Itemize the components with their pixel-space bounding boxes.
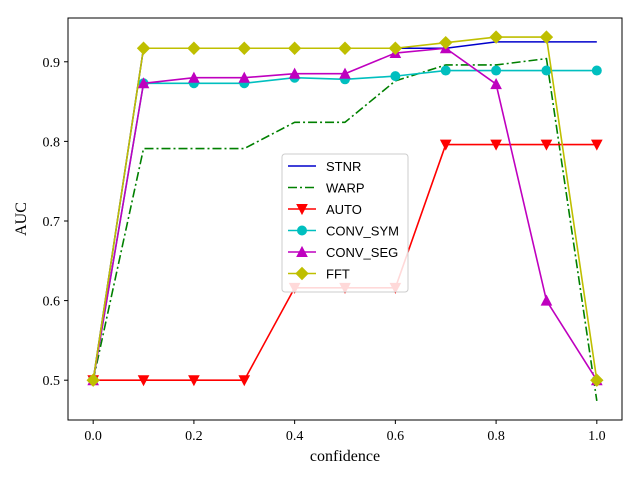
legend-item-conv-seg: CONV_SEG [288,245,398,260]
legend: STNR WARP AUTO CONV_SYM CONV_SEG FFT [281,153,409,293]
legend-label: STNR [326,159,361,174]
x-tick-label: 0.0 [84,429,102,444]
legend-label: WARP [326,181,365,196]
data-point-auto [490,139,502,151]
legend-item-warp: WARP [288,181,365,196]
data-point-auto [590,139,603,151]
plot-frame [67,17,623,421]
y-tick-label: 0.6 [43,295,61,310]
legend-label: CONV_SEG [326,245,398,260]
x-tick-label: 0.2 [185,429,203,444]
series-fft [86,30,604,387]
legend-item-stnr: STNR [288,159,361,174]
legend-box [281,153,409,293]
data-point-conv-seg [540,294,553,306]
x-tick-label: 1.0 [588,429,606,444]
data-point-conv-seg [238,71,251,83]
data-point-auto [238,375,251,387]
legend-item-fft: FFT [288,267,350,282]
data-point-fft [136,41,151,55]
y-tick-label: 0.8 [43,135,61,150]
data-point-fft [439,35,453,50]
legend-label: AUTO [326,202,362,217]
x-tick-label: 0.6 [387,429,405,444]
data-point-fft [388,41,403,55]
legend-marker [296,245,308,257]
legend-item-conv-sym: CONV_SYM [288,224,399,239]
x-tick-label: 0.8 [487,429,505,444]
legend-marker [296,204,308,216]
y-tick-label: 0.7 [43,215,61,230]
x-tick-label: 0.4 [286,429,304,444]
data-point-fft [287,41,302,55]
series-warp [92,57,598,402]
data-point-conv-sym [390,71,401,82]
x-axis: 0.0 0.2 0.4 0.6 0.8 1.0 [84,420,606,444]
data-point-fft [539,30,554,44]
legend-marker [295,266,309,281]
data-point-conv-seg [188,71,200,83]
data-point-fft [590,373,604,387]
data-point-auto [188,375,200,387]
data-point-auto [439,139,452,151]
legend-marker [297,225,307,236]
data-point-fft [489,30,503,44]
y-axis: 0.5 0.6 0.7 0.8 0.9 [43,56,68,389]
data-point-conv-sym [491,65,502,76]
data-point-conv-seg [490,77,502,90]
x-axis-title: confidence [310,448,380,465]
data-point-auto [540,139,553,151]
data-point-conv-sym [541,65,552,76]
series-line-warp [92,57,598,402]
y-tick-label: 0.9 [43,56,61,71]
legend-item-auto: AUTO [288,202,362,217]
data-point-conv-seg [339,67,351,79]
data-point-fft [86,373,100,387]
y-tick-label: 0.5 [43,374,61,389]
legend-label: FFT [326,267,350,282]
data-point-fft [338,41,352,55]
data-point-fft [187,41,201,55]
data-point-conv-seg [137,77,150,89]
data-point-conv-sym [591,65,602,76]
y-axis-title: AUC [13,202,30,236]
data-point-auto [137,375,150,387]
data-point-conv-sym [440,65,451,76]
legend-label: CONV_SYM [326,224,399,239]
data-point-fft [237,41,251,55]
data-point-conv-seg [288,67,301,79]
